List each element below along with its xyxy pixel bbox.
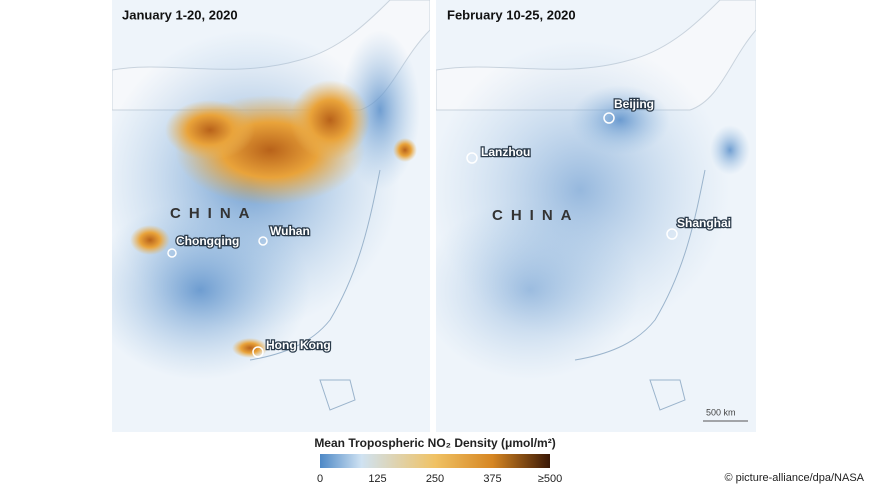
country-label: CHINA (492, 207, 580, 224)
city-label: Chongqing (176, 234, 239, 248)
colorbar-ticks: 0 125 250 375 ≥500 (317, 473, 562, 485)
colorbar-tick-label: 375 (483, 473, 501, 485)
legend-title: Mean Tropospheric NO₂ Density (μmol/m²) (314, 436, 555, 450)
city-label: Lanzhou (481, 145, 530, 159)
city-label: Shanghai (677, 216, 731, 230)
city-marker (603, 112, 615, 124)
map-left (112, 0, 430, 432)
panel-title: January 1-20, 2020 (122, 7, 238, 22)
colorbar-tick-label: 250 (426, 473, 444, 485)
credit: © picture-alliance/dpa/NASA (724, 472, 864, 484)
city-label: Hong Kong (266, 338, 331, 352)
colorbar-tick-label: 0 (317, 473, 323, 485)
country-label: CHINA (170, 205, 258, 222)
city-marker (258, 236, 268, 246)
panel-title: February 10-25, 2020 (447, 7, 576, 22)
colorbar-tick-label: 125 (368, 473, 386, 485)
city-marker (466, 152, 478, 164)
city-marker (167, 248, 177, 258)
scale-label: 500 km (706, 407, 736, 417)
map-right (436, 0, 756, 432)
colorbar (320, 454, 550, 468)
city-marker (252, 346, 264, 358)
city-marker (666, 228, 678, 240)
city-label: Beijing (614, 97, 654, 111)
colorbar-tick-label: ≥500 (538, 473, 562, 485)
city-label: Wuhan (270, 224, 310, 238)
